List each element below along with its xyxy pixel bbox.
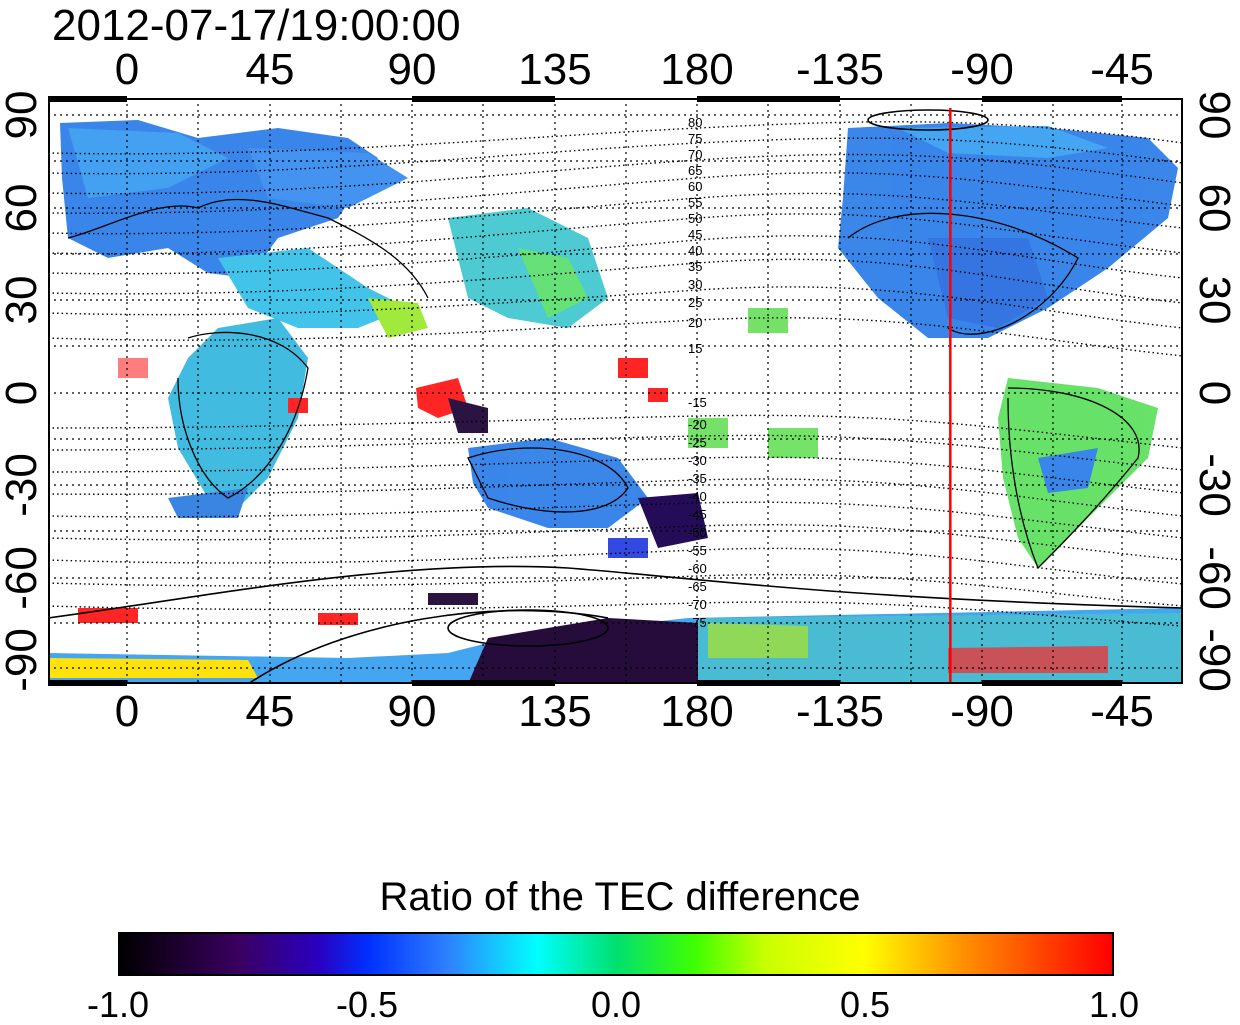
colorbar — [118, 932, 1114, 976]
x-tick-top: 180 — [660, 45, 734, 94]
mag-lat-label: -55 — [688, 543, 707, 558]
mag-lat-label: -65 — [688, 579, 707, 594]
mag-lat-label: 55 — [688, 195, 703, 210]
y-tick-left: 90 — [0, 90, 46, 140]
y-tick-right: -30 — [1190, 453, 1239, 517]
mag-lat-label: -35 — [688, 471, 707, 486]
coastlines — [67, 198, 1140, 570]
x-tick-bottom: 45 — [245, 687, 295, 736]
map-border — [48, 98, 1183, 684]
mag-lat-label: 70 — [688, 147, 703, 162]
x-tick-top: 90 — [387, 45, 437, 94]
x-tick-bottom: 0 — [114, 687, 140, 736]
x-tick-bottom: 90 — [387, 687, 437, 736]
tec-data-layer — [48, 120, 1183, 684]
colorbar-title: Ratio of the TEC difference — [379, 875, 861, 919]
x-tick-top: 45 — [245, 45, 295, 94]
mag-lat-label: 65 — [688, 163, 703, 178]
mag-lat-label: 20 — [688, 315, 703, 330]
tec-map — [48, 98, 1183, 684]
mag-lat-label: -75 — [688, 615, 707, 630]
y-tick-right: 90 — [1190, 90, 1239, 140]
mag-lat-label: -30 — [688, 453, 707, 468]
colorbar-tick: 0.0 — [590, 984, 642, 1025]
colorbar-tick: -0.5 — [335, 984, 399, 1025]
mag-lat-label: 25 — [688, 295, 703, 310]
x-tick-bottom: -135 — [795, 687, 885, 736]
mag-lat-label: -50 — [688, 525, 707, 540]
y-tick-left: -90 — [0, 628, 46, 692]
timestamp-title: 2012-07-17/19:00:00 — [52, 1, 461, 50]
colorbar-tick: -1.0 — [86, 984, 150, 1025]
mag-lat-label: 15 — [688, 341, 703, 356]
x-tick-bottom: -45 — [1090, 687, 1154, 736]
y-tick-right: 0 — [1190, 380, 1239, 406]
mag-lat-label: -20 — [688, 417, 707, 432]
mag-lat-label: -40 — [688, 489, 707, 504]
y-tick-left: -60 — [0, 546, 46, 610]
y-tick-left: 30 — [0, 275, 46, 325]
mag-lat-label: 30 — [688, 277, 703, 292]
y-tick-left: 60 — [0, 183, 46, 233]
mag-lat-label: -15 — [688, 395, 707, 410]
colorbar-tick: 1.0 — [1088, 984, 1140, 1025]
x-tick-bottom: 180 — [660, 687, 734, 736]
top-axis-bar — [48, 96, 1183, 102]
x-tick-top: -45 — [1090, 45, 1154, 94]
x-tick-top: -90 — [950, 45, 1014, 94]
mag-lat-label: 50 — [688, 211, 703, 226]
y-tick-right: 30 — [1190, 275, 1239, 325]
mag-lat-label: -60 — [688, 561, 707, 576]
x-tick-top: 0 — [114, 45, 140, 94]
mag-lat-label: -25 — [688, 435, 707, 450]
x-tick-top: 135 — [518, 45, 592, 94]
mag-lat-label: -45 — [688, 507, 707, 522]
grid-lines — [48, 98, 1183, 684]
mag-lat-label: 40 — [688, 243, 703, 258]
magnetic-latitude-contours — [48, 121, 1183, 627]
y-tick-right: -60 — [1190, 546, 1239, 610]
auroral-contours — [48, 109, 1183, 684]
mag-lat-label: 60 — [688, 179, 703, 194]
x-tick-bottom: -90 — [950, 687, 1014, 736]
mag-lat-label: 35 — [688, 259, 703, 274]
y-tick-left: 0 — [0, 380, 46, 406]
bottom-axis-bar — [48, 680, 1183, 686]
y-tick-right: -90 — [1190, 628, 1239, 692]
mag-lat-label: 80 — [688, 115, 703, 130]
mag-lat-label: 75 — [688, 131, 703, 146]
y-tick-left: -30 — [0, 453, 46, 517]
mag-lat-label: -70 — [688, 597, 707, 612]
y-tick-right: 60 — [1190, 183, 1239, 233]
colorbar-tick: 0.5 — [839, 984, 891, 1025]
mag-lat-label: 45 — [688, 227, 703, 242]
x-tick-top: -135 — [795, 45, 885, 94]
x-tick-bottom: 135 — [518, 687, 592, 736]
